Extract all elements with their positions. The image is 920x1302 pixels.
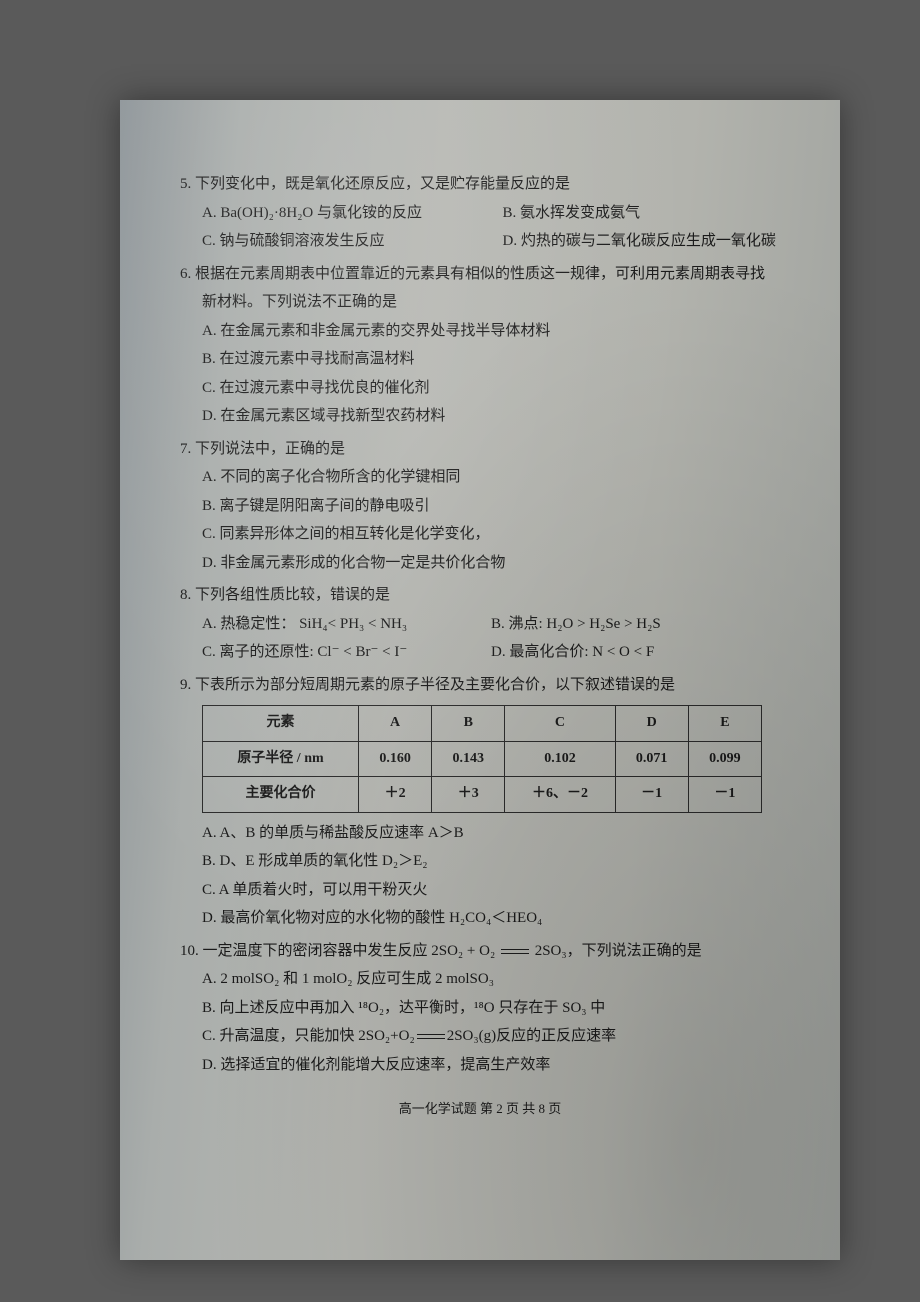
q9-opt-a: A. A、B 的单质与稀盐酸反应速率 A＞B	[180, 819, 780, 848]
question-7: 7. 下列说法中，正确的是 A. 不同的离子化合物所含的化学键相同 B. 离子键…	[180, 435, 780, 578]
q9-h4: D	[615, 706, 688, 742]
q6-opt-c: C. 在过渡元素中寻找优良的催化剂	[180, 374, 780, 403]
q9-opt-d: D. 最高价氧化物对应的水化物的酸性 H₂CO₄＜HEO₄	[180, 904, 780, 933]
equilibrium-arrow-icon	[417, 1034, 445, 1039]
q7-opt-d: D. 非金属元素形成的化合物一定是共价化合物	[180, 549, 780, 578]
q5-opt-c: C. 钠与硫酸铜溶液发生反应	[202, 227, 503, 256]
q6-stem2: 新材料。下列说法不正确的是	[180, 288, 780, 317]
q9-r1-3: 0.071	[615, 741, 688, 777]
q10-opt-c: C. 升高温度，只能加快 2SO₂+O₂ 2SO₃(g)反应的正反应速率	[180, 1022, 780, 1051]
question-6: 6. 根据在元素周期表中位置靠近的元素具有相似的性质这一规律，可利用元素周期表寻…	[180, 260, 780, 431]
q9-h1: A	[358, 706, 431, 742]
q9-r2-4: －1	[688, 777, 761, 813]
q6-opt-b: B. 在过渡元素中寻找耐高温材料	[180, 345, 780, 374]
q9-r1-label: 原子半径 / nm	[203, 741, 359, 777]
question-5: 5. 下列变化中，既是氧化还原反应，又是贮存能量反应的是 A. Ba(OH)₂·…	[180, 170, 780, 256]
q9-h0: 元素	[203, 706, 359, 742]
q8-row1: A. 热稳定性： SiH₄< PH₃ < NH₃ B. 沸点: H₂O > H₂…	[180, 610, 780, 639]
q9-table: 元素 A B C D E 原子半径 / nm 0.160 0.143 0.102…	[202, 705, 762, 813]
q9-h5: E	[688, 706, 761, 742]
question-10: 10. 一定温度下的密闭容器中发生反应 2SO₂ + O₂ 2SO₃，下列说法正…	[180, 937, 780, 1080]
q9-r1-1: 0.143	[432, 741, 505, 777]
q7-opt-c: C. 同素异形体之间的相互转化是化学变化，	[180, 520, 780, 549]
q9-r2-label: 主要化合价	[203, 777, 359, 813]
question-8: 8. 下列各组性质比较，错误的是 A. 热稳定性： SiH₄< PH₃ < NH…	[180, 581, 780, 667]
page-footer: 高一化学试题 第 2 页 共 8 页	[180, 1097, 780, 1122]
q5-opt-b: B. 氨水挥发变成氨气	[503, 199, 780, 228]
q9-header-row: 元素 A B C D E	[203, 706, 762, 742]
q9-opt-b: B. D、E 形成单质的氧化性 D₂＞E₂	[180, 847, 780, 876]
q5-row2: C. 钠与硫酸铜溶液发生反应 D. 灼热的碳与二氧化碳反应生成一氧化碳	[180, 227, 780, 256]
q9-r2-1: ＋3	[432, 777, 505, 813]
q10-opt-d: D. 选择适宜的催化剂能增大反应速率，提高生产效率	[180, 1051, 780, 1080]
q5-opt-d: D. 灼热的碳与二氧化碳反应生成一氧化碳	[503, 227, 780, 256]
q9-r1-0: 0.160	[358, 741, 431, 777]
q5-opt-a: A. Ba(OH)₂·8H₂O 与氯化铵的反应	[202, 199, 503, 228]
q10-stem-post: 2SO₃，下列说法正确的是	[531, 943, 702, 959]
q9-row1: 原子半径 / nm 0.160 0.143 0.102 0.071 0.099	[203, 741, 762, 777]
q8-stem: 8. 下列各组性质比较，错误的是	[180, 581, 780, 610]
equilibrium-arrow-icon	[501, 949, 529, 954]
q9-row2: 主要化合价 ＋2 ＋3 ＋6、－2 －1 －1	[203, 777, 762, 813]
q10-stem-pre: 10. 一定温度下的密闭容器中发生反应 2SO₂ + O₂	[180, 943, 499, 959]
q8-opt-a: A. 热稳定性： SiH₄< PH₃ < NH₃	[202, 610, 491, 639]
q10-opt-b: B. 向上述反应中再加入 ¹⁸O₂，达平衡时，¹⁸O 只存在于 SO₃ 中	[180, 994, 780, 1023]
q10-c-pre: C. 升高温度，只能加快 2SO₂+O₂	[202, 1028, 415, 1044]
q5-stem: 5. 下列变化中，既是氧化还原反应，又是贮存能量反应的是	[180, 170, 780, 199]
q9-opt-c: C. A 单质着火时，可以用干粉灭火	[180, 876, 780, 905]
q5-row1: A. Ba(OH)₂·8H₂O 与氯化铵的反应 B. 氨水挥发变成氨气	[180, 199, 780, 228]
q9-r2-0: ＋2	[358, 777, 431, 813]
q6-opt-a: A. 在金属元素和非金属元素的交界处寻找半导体材料	[180, 317, 780, 346]
question-9: 9. 下表所示为部分短周期元素的原子半径及主要化合价，以下叙述错误的是 元素 A…	[180, 671, 780, 933]
q9-r1-4: 0.099	[688, 741, 761, 777]
q8-opt-c: C. 离子的还原性: Cl⁻ < Br⁻ < I⁻	[202, 638, 491, 667]
q7-stem: 7. 下列说法中，正确的是	[180, 435, 780, 464]
q10-opt-a: A. 2 molSO₂ 和 1 molO₂ 反应可生成 2 molSO₃	[180, 965, 780, 994]
q8-opt-d: D. 最高化合价: N < O < F	[491, 638, 780, 667]
q9-r2-2: ＋6、－2	[505, 777, 615, 813]
q8-opt-b: B. 沸点: H₂O > H₂Se > H₂S	[491, 610, 780, 639]
exam-page: 5. 下列变化中，既是氧化还原反应，又是贮存能量反应的是 A. Ba(OH)₂·…	[120, 100, 840, 1260]
q6-opt-d: D. 在金属元素区域寻找新型农药材料	[180, 402, 780, 431]
q7-opt-b: B. 离子键是阴阳离子间的静电吸引	[180, 492, 780, 521]
q10-stem: 10. 一定温度下的密闭容器中发生反应 2SO₂ + O₂ 2SO₃，下列说法正…	[180, 937, 780, 966]
q9-r2-3: －1	[615, 777, 688, 813]
q8-row2: C. 离子的还原性: Cl⁻ < Br⁻ < I⁻ D. 最高化合价: N < …	[180, 638, 780, 667]
q10-c-post: 2SO₃(g)反应的正反应速率	[447, 1028, 616, 1044]
q9-r1-2: 0.102	[505, 741, 615, 777]
q9-h2: B	[432, 706, 505, 742]
q6-stem1: 6. 根据在元素周期表中位置靠近的元素具有相似的性质这一规律，可利用元素周期表寻…	[180, 260, 780, 289]
q9-h3: C	[505, 706, 615, 742]
q9-stem: 9. 下表所示为部分短周期元素的原子半径及主要化合价，以下叙述错误的是	[180, 671, 780, 700]
q7-opt-a: A. 不同的离子化合物所含的化学键相同	[180, 463, 780, 492]
